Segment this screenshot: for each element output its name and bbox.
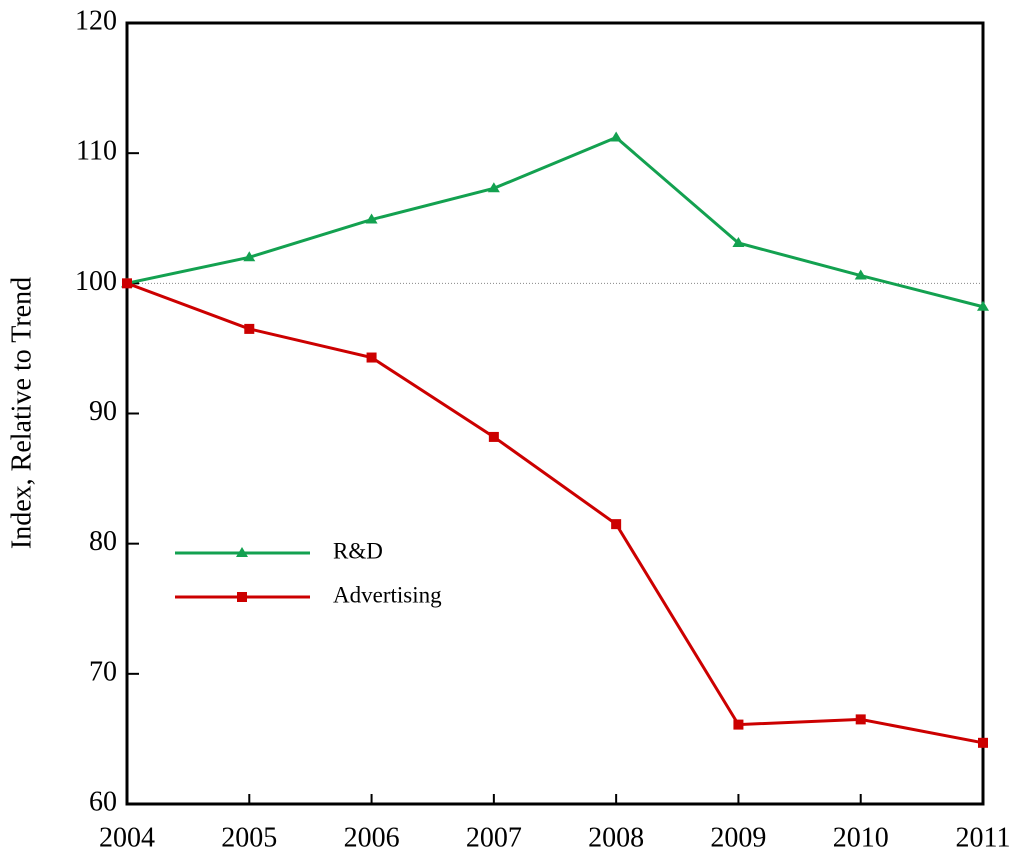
series-line bbox=[126, 281, 984, 745]
y-tick-label: 80 bbox=[89, 526, 117, 557]
x-tick-label: 2007 bbox=[466, 822, 522, 853]
marker bbox=[366, 352, 377, 363]
y-tick-label: 60 bbox=[89, 786, 117, 817]
marker bbox=[365, 213, 378, 224]
y-tick-label: 70 bbox=[89, 656, 117, 687]
legend-label: R&D bbox=[333, 538, 383, 563]
marker bbox=[237, 592, 247, 602]
marker bbox=[855, 714, 866, 725]
y-tick-label: 90 bbox=[89, 396, 117, 427]
plot-frame bbox=[125, 21, 985, 806]
marker bbox=[236, 547, 248, 557]
series-line bbox=[126, 135, 984, 309]
marker bbox=[610, 131, 623, 142]
marker bbox=[488, 431, 499, 442]
y-tick-label: 110 bbox=[76, 136, 117, 167]
x-tick-label: 2010 bbox=[833, 822, 889, 853]
x-tick-label: 2011 bbox=[956, 822, 1011, 853]
x-tick-label: 2009 bbox=[710, 822, 766, 853]
marker bbox=[854, 269, 867, 280]
marker bbox=[977, 300, 989, 311]
y-axis-label: Index, Relative to Trend bbox=[6, 277, 37, 549]
marker bbox=[733, 719, 744, 730]
y-tick-label: 120 bbox=[75, 5, 117, 36]
marker bbox=[243, 251, 256, 262]
marker bbox=[122, 278, 132, 289]
x-tick-label: 2005 bbox=[221, 822, 277, 853]
marker bbox=[487, 182, 500, 193]
marker bbox=[978, 737, 988, 748]
x-tick-label: 2006 bbox=[344, 822, 400, 853]
marker bbox=[244, 323, 255, 334]
x-tick-label: 2004 bbox=[99, 822, 155, 853]
y-tick-label: 100 bbox=[75, 266, 117, 297]
legend-label: Advertising bbox=[333, 582, 442, 607]
marker bbox=[611, 519, 622, 530]
marker bbox=[732, 236, 745, 247]
x-tick-label: 2008 bbox=[588, 822, 644, 853]
